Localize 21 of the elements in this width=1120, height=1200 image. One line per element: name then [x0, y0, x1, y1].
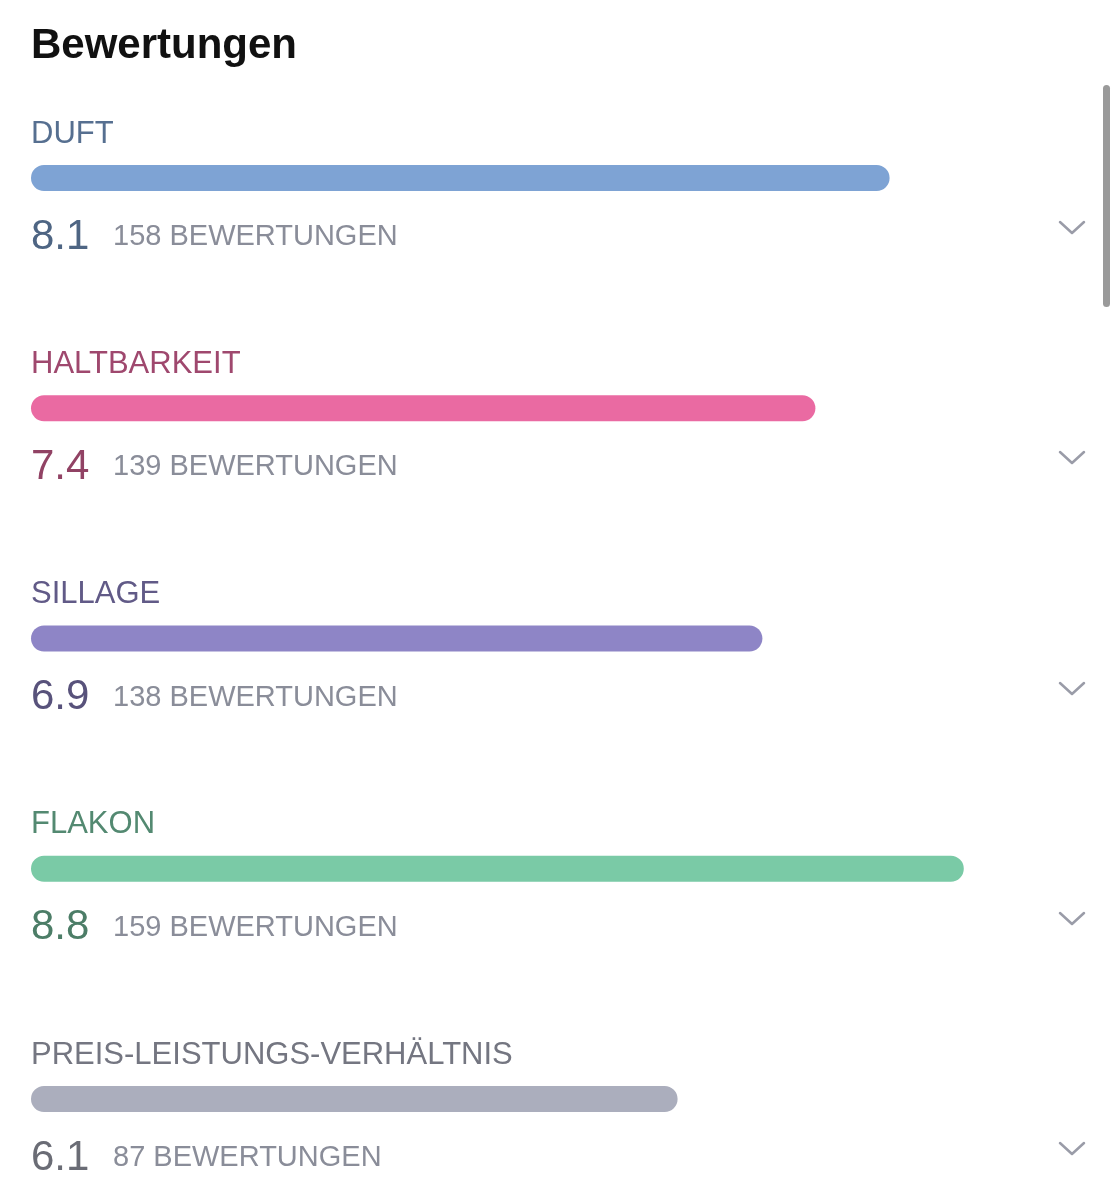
- annotation: 158 BEWERTUNGEN: [113, 218, 398, 252]
- y-tick-label: HALTBARKEIT: [31, 344, 241, 380]
- annotation: 87 BEWERTUNGEN: [113, 1139, 382, 1173]
- y-tick-label: DUFT: [31, 114, 114, 150]
- y-tick-label: FLAKON: [31, 805, 156, 841]
- annotation: 139 BEWERTUNGEN: [113, 448, 398, 482]
- bar: [31, 1086, 678, 1112]
- data-label: 6.1: [31, 1131, 90, 1179]
- y-tick-label: SILLAGE: [31, 575, 161, 610]
- chart-title: Bewertungen: [31, 20, 298, 68]
- bar: [31, 395, 816, 422]
- bar: [31, 165, 890, 191]
- annotation: 138 BEWERTUNGEN: [113, 679, 398, 712]
- data-label: 8.1: [31, 210, 90, 258]
- bar: [31, 625, 763, 652]
- annotation: 159 BEWERTUNGEN: [113, 909, 398, 943]
- data-label: 8.8: [31, 901, 90, 949]
- bar: [31, 855, 964, 882]
- y-tick-label: PREIS-LEISTUNGS-VERHÄLTNIS: [31, 1035, 513, 1071]
- data-label: 6.9: [31, 671, 90, 718]
- data-label: 7.4: [31, 440, 90, 488]
